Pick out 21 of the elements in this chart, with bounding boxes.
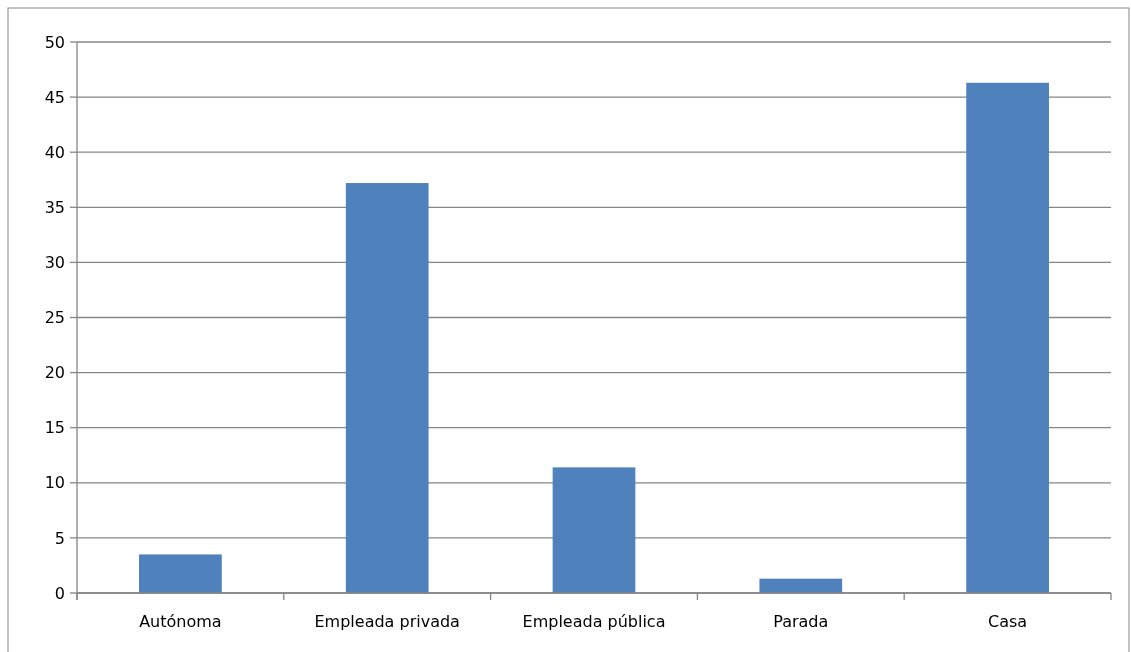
x-tick-label: Empleada pública bbox=[522, 612, 666, 631]
bar bbox=[552, 467, 636, 593]
y-tick-label: 40 bbox=[44, 142, 65, 162]
y-tick-label: 30 bbox=[44, 253, 65, 272]
x-tick-label: Parada bbox=[773, 612, 829, 631]
y-tick-label: 50 bbox=[44, 32, 65, 52]
y-tick-label: 15 bbox=[44, 418, 65, 438]
y-tick-label: 0 bbox=[54, 583, 65, 603]
y-tick-label: 35 bbox=[44, 197, 65, 217]
y-tick-label: 10 bbox=[44, 473, 65, 493]
bar bbox=[966, 82, 1049, 593]
y-tick-label: 5 bbox=[54, 528, 65, 548]
y-tick-label: 45 bbox=[44, 87, 65, 107]
x-tick-label: Casa bbox=[988, 612, 1028, 631]
bar bbox=[139, 554, 222, 593]
x-tick-label: Empleada privada bbox=[314, 612, 460, 631]
y-tick-label: 20 bbox=[44, 363, 65, 383]
bar bbox=[345, 183, 429, 593]
y-tick-label: 25 bbox=[44, 308, 65, 328]
x-tick-label: Autónoma bbox=[139, 612, 222, 631]
bar bbox=[759, 578, 843, 593]
